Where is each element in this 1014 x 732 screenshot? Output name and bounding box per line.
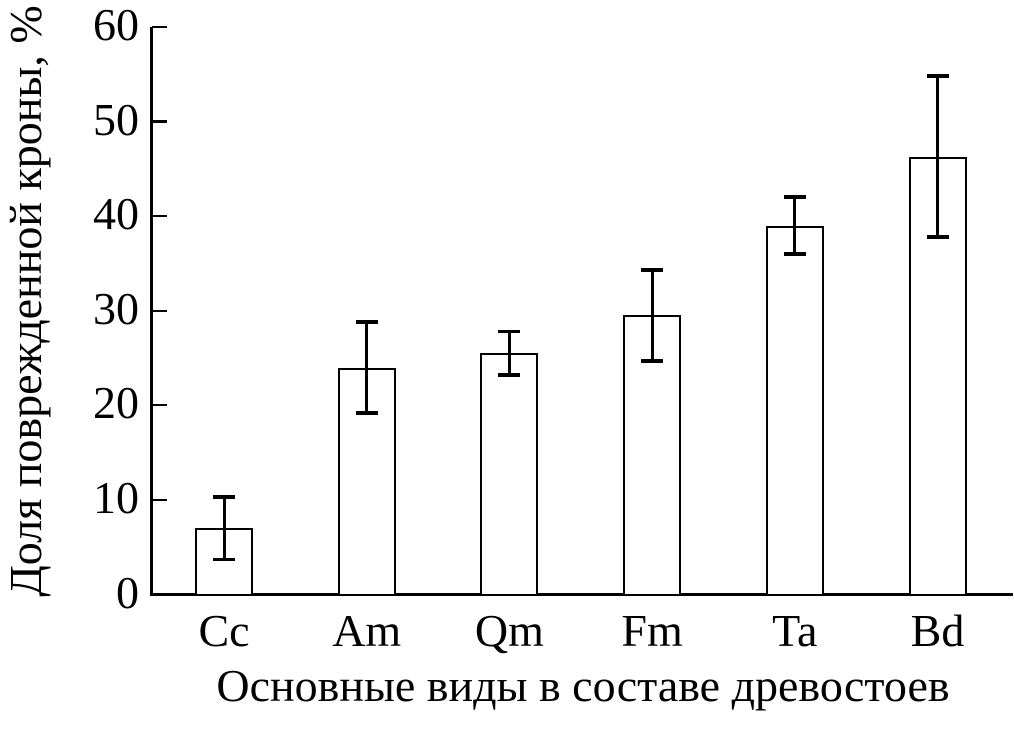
category-label: Ta bbox=[772, 605, 818, 656]
error-bar-cap-top bbox=[213, 495, 235, 499]
error-bar-cap-top bbox=[641, 268, 664, 272]
y-tick-label: 40 bbox=[93, 188, 139, 240]
error-bar-cap-bottom bbox=[498, 373, 521, 377]
error-bar-line bbox=[793, 197, 797, 254]
y-tick-label: 60 bbox=[93, 0, 139, 50]
error-bar-cap-bottom bbox=[926, 235, 949, 239]
category-label: Fm bbox=[621, 605, 683, 656]
error-bar-cap-top bbox=[498, 329, 521, 334]
category-label: Qm bbox=[474, 605, 544, 656]
error-bar-cap-bottom bbox=[641, 359, 664, 363]
bar bbox=[195, 528, 253, 596]
y-axis-tick bbox=[151, 25, 167, 29]
error-bar-cap-bottom bbox=[783, 252, 806, 256]
y-axis-tick bbox=[151, 404, 167, 407]
error-bar-cap-top bbox=[355, 320, 378, 324]
error-bar-line bbox=[650, 270, 654, 361]
error-bar-cap-bottom bbox=[355, 411, 378, 415]
y-axis-tick bbox=[151, 215, 167, 218]
y-tick-label: 20 bbox=[93, 377, 139, 429]
category-label: Bd bbox=[910, 605, 965, 656]
error-bar-line bbox=[365, 322, 369, 413]
bar bbox=[765, 225, 824, 596]
x-axis-line bbox=[150, 593, 1013, 596]
error-bar-line bbox=[222, 497, 226, 560]
bar bbox=[480, 353, 539, 596]
category-label: Am bbox=[332, 605, 402, 656]
y-tick-label: 30 bbox=[93, 282, 139, 334]
y-axis-tick bbox=[151, 309, 167, 312]
error-bar-cap-top bbox=[926, 74, 949, 78]
error-bar-line bbox=[936, 76, 939, 237]
x-axis-label: Основные виды в составе древостоев bbox=[216, 660, 950, 711]
error-bar-cap-bottom bbox=[213, 557, 235, 562]
error-bar-cap-top bbox=[783, 195, 806, 200]
y-axis-tick bbox=[151, 120, 167, 123]
y-axis-tick bbox=[151, 498, 167, 501]
category-label: Cc bbox=[198, 605, 250, 656]
y-tick-label: 0 bbox=[116, 566, 139, 618]
error-bar-line bbox=[507, 331, 511, 376]
y-tick-label: 10 bbox=[93, 471, 139, 523]
y-tick-label: 50 bbox=[93, 93, 139, 145]
